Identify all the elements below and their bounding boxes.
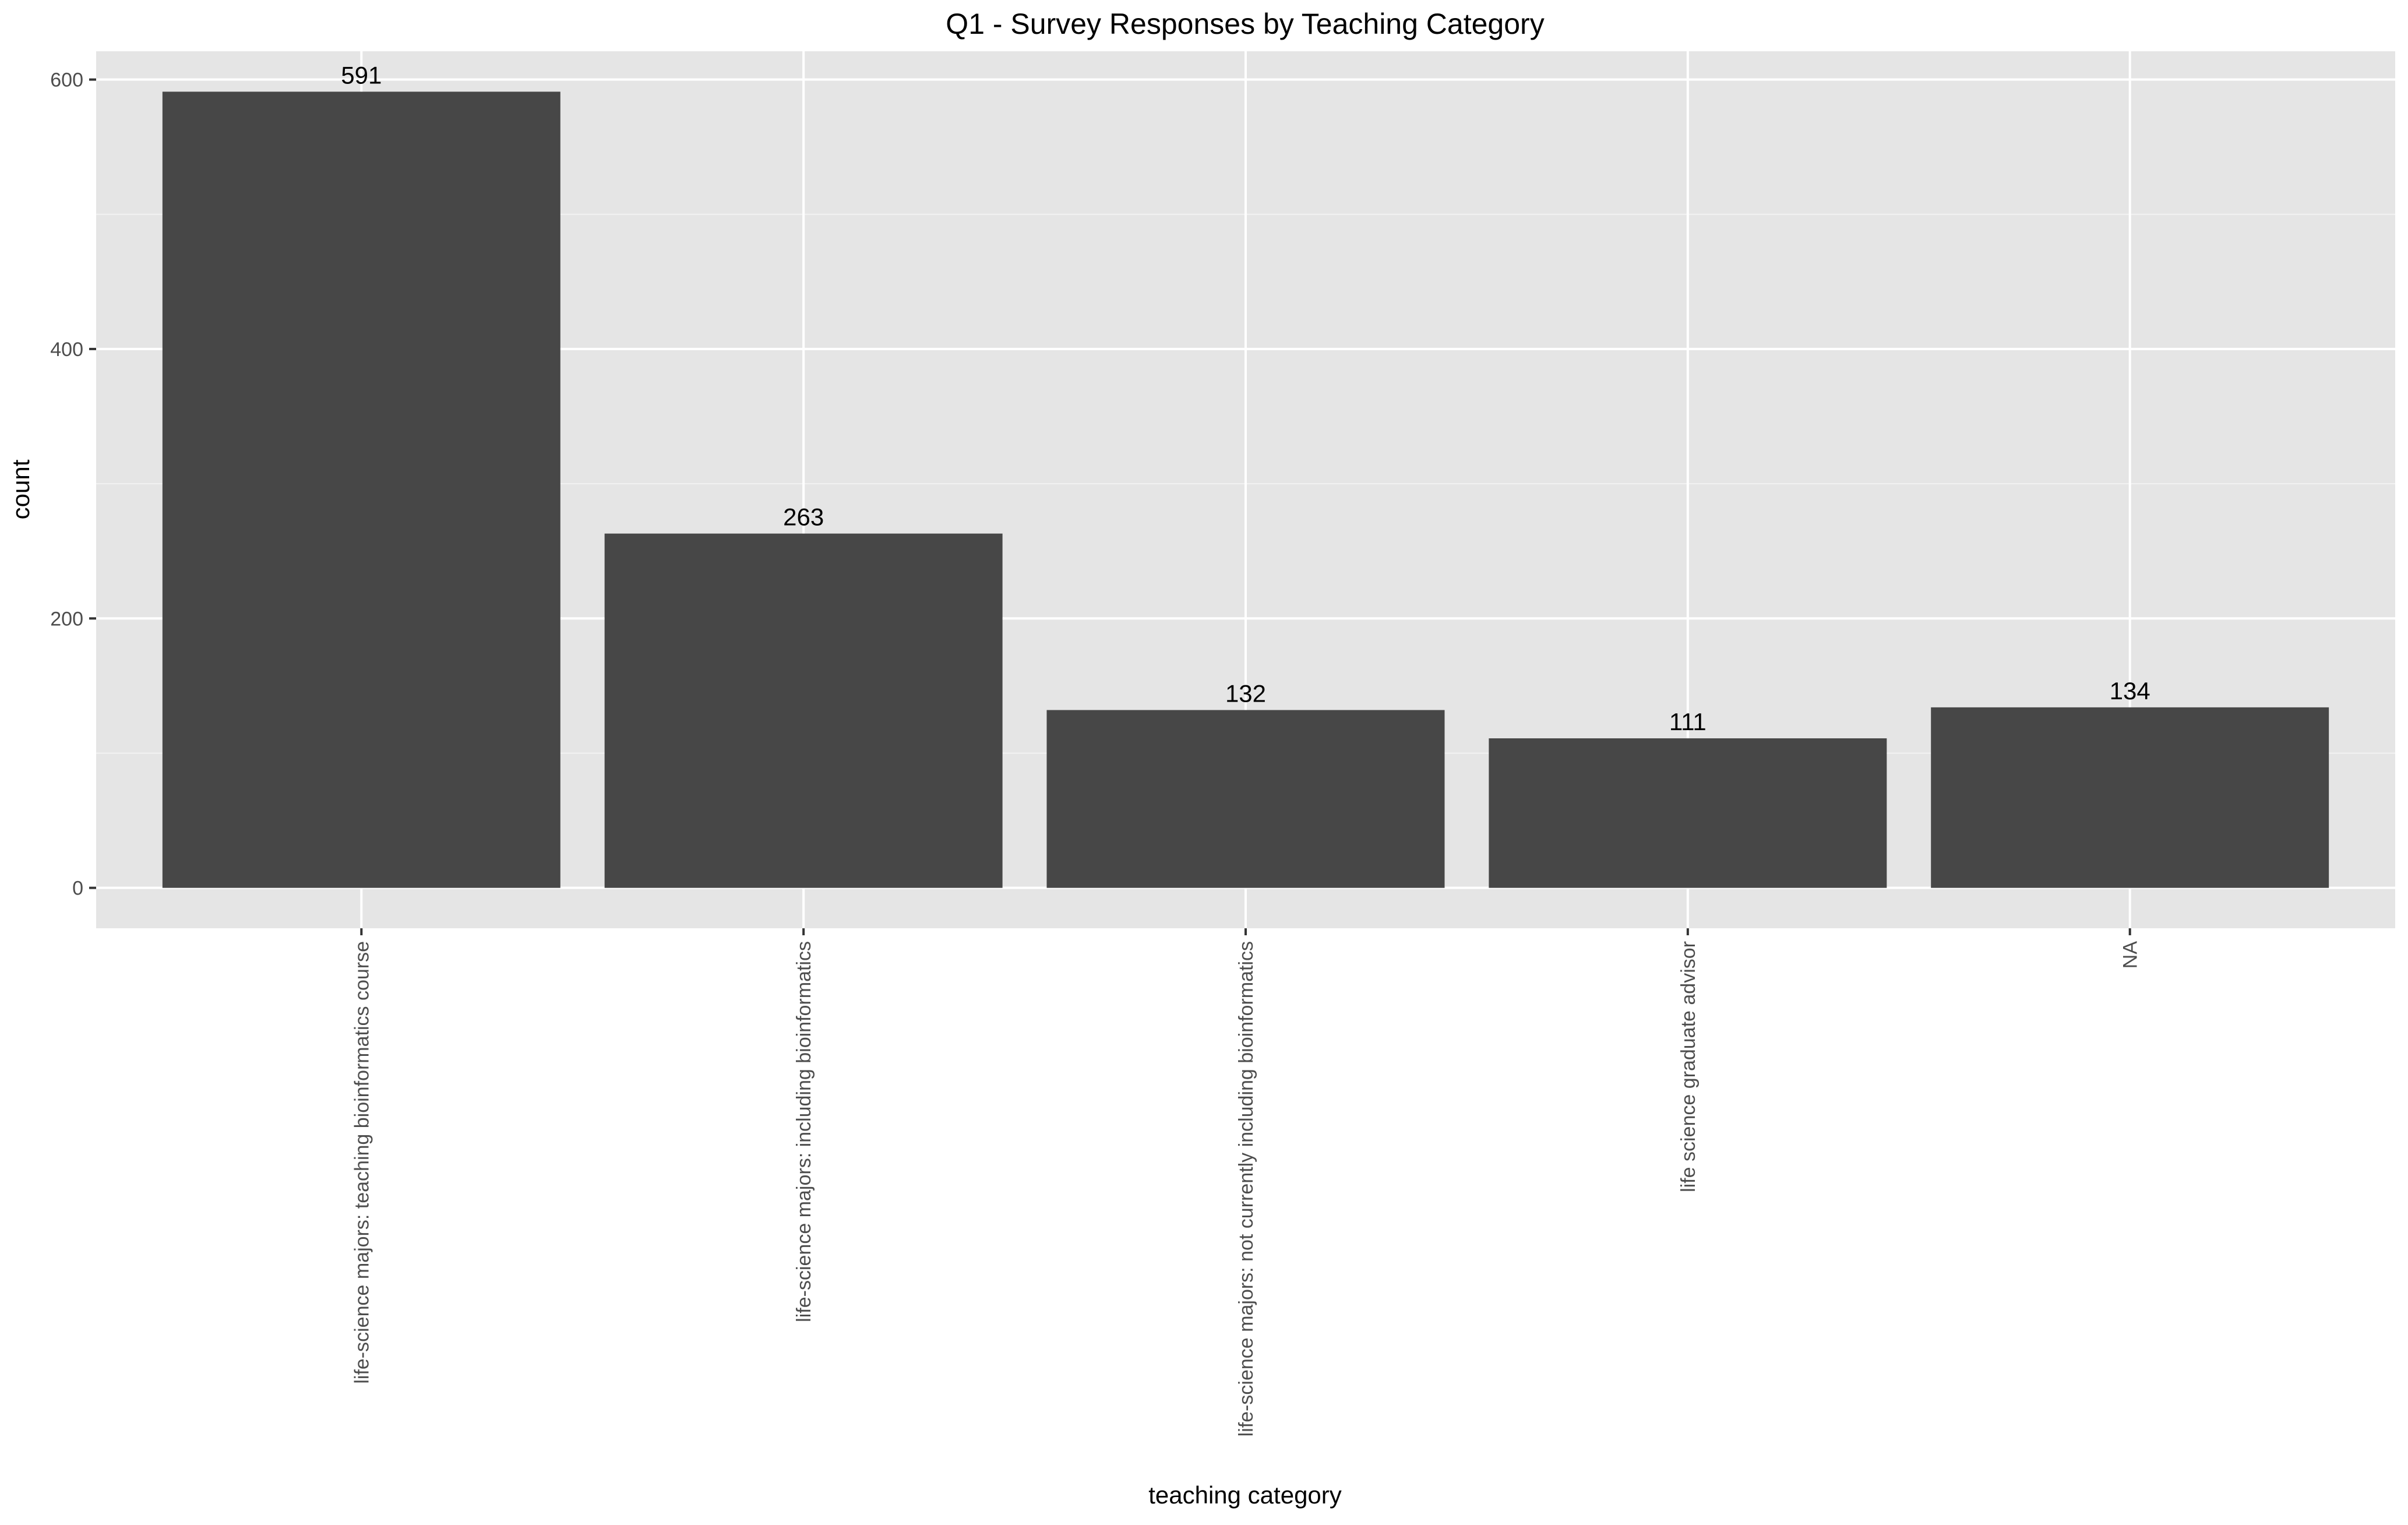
y-tick-label: 600	[50, 69, 83, 91]
data-label: 591	[341, 61, 382, 89]
y-axis-title: count	[7, 459, 34, 519]
data-label: 263	[783, 503, 824, 531]
bar	[1046, 710, 1445, 888]
x-tick-label: life-science majors: including bioinform…	[793, 941, 815, 1322]
y-tick-label: 400	[50, 339, 83, 361]
x-tick-label: life science graduate advisor	[1677, 941, 1700, 1192]
bars-group	[162, 91, 2329, 888]
y-tick-label: 200	[50, 608, 83, 630]
chart-title: Q1 - Survey Responses by Teaching Catego…	[946, 8, 1544, 40]
bar	[604, 533, 1003, 888]
data-label: 134	[2110, 677, 2150, 705]
x-axis-title: teaching category	[1148, 1481, 1342, 1509]
x-tick-label: life-science majors: teaching bioinforma…	[351, 941, 373, 1384]
bar	[1489, 738, 1887, 888]
y-axis: 0 200 400 600	[50, 69, 96, 900]
bar	[1931, 707, 2329, 888]
data-labels-group: 591 263 132 111 134	[341, 61, 2150, 735]
x-tick-label: life-science majors: not currently inclu…	[1235, 941, 1257, 1436]
data-label: 132	[1225, 679, 1266, 707]
y-tick-label: 0	[72, 878, 83, 900]
bar	[162, 91, 560, 888]
x-tick-label: NA	[2120, 941, 2142, 969]
x-axis: life-science majors: teaching bioinforma…	[351, 928, 2142, 1436]
data-label: 111	[1669, 708, 1707, 735]
